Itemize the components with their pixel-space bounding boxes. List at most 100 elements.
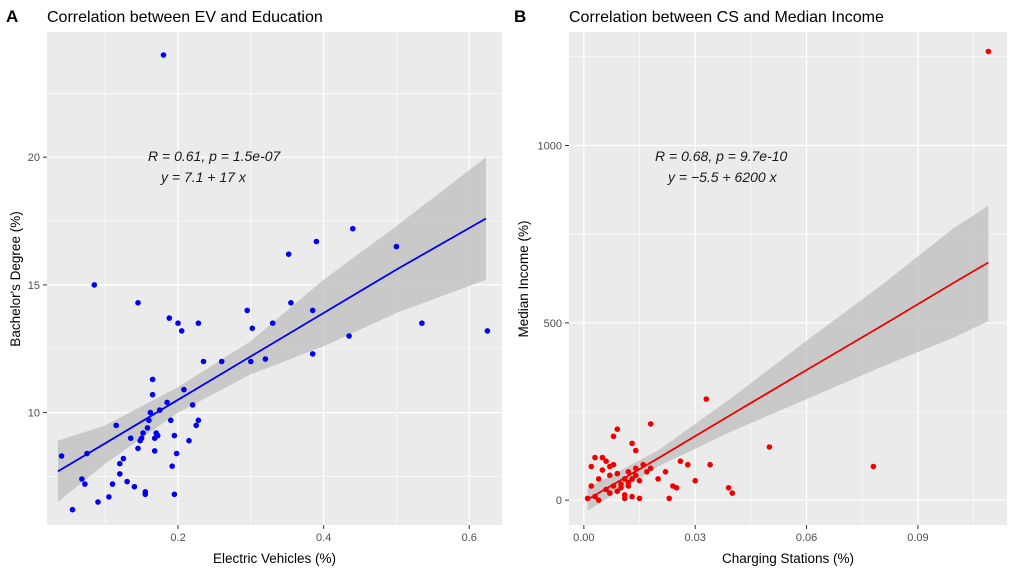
panel-a-data-point	[169, 463, 175, 470]
panel-b-data-point	[599, 467, 606, 473]
panel-a-y-axis-title: Bachelor's Degree (%)	[8, 211, 23, 346]
panel-a-data-point	[313, 238, 320, 245]
panel-b-data-point	[655, 476, 661, 482]
panel-a-data-point	[109, 481, 116, 487]
panel-b-data-point	[614, 426, 621, 433]
panel-a-data-point	[171, 432, 178, 439]
panel-b-data-point	[707, 461, 713, 468]
panel-b-data-point	[647, 465, 654, 472]
panel-a-data-point	[79, 476, 85, 482]
panel-a-data-point	[142, 491, 149, 498]
panel-b-y-tick-label: 1000	[538, 140, 562, 152]
panel-a-data-point	[189, 402, 196, 408]
panel-b-data-point	[607, 490, 613, 496]
panel-a-data-point	[131, 483, 138, 490]
panel-a-data-point	[157, 407, 163, 413]
panel-a-data-point	[135, 300, 141, 306]
panel-a-data-point	[144, 425, 151, 431]
panel-a-data-point	[285, 251, 292, 257]
panel-b-data-point	[870, 463, 877, 470]
panel-b-data-point	[614, 470, 621, 477]
panel-b-x-axis-title: Charging Stations (%)	[722, 551, 854, 566]
panel-b-data-point	[592, 454, 598, 461]
panel-b-data-point	[985, 48, 992, 55]
panel-a-data-point	[393, 243, 400, 250]
panel-b-data-point	[640, 461, 646, 468]
panel-b-data-point	[621, 476, 628, 482]
panel-a-data-point	[147, 409, 154, 416]
panel-a-data-point	[200, 358, 207, 365]
panel-b-x-tick-label: 0.03	[684, 532, 705, 544]
panel-b-data-point	[729, 490, 736, 496]
panel-b-data-point	[629, 476, 635, 482]
panel-b-data-point	[614, 488, 621, 495]
panel-b-data-point	[662, 469, 669, 475]
panel-a-data-point	[193, 422, 199, 429]
panel-a-confidence-band-area	[57, 157, 487, 502]
panel-b-data-point	[636, 495, 643, 502]
panel-a-data-point	[58, 453, 65, 459]
panel-a-tag: A	[6, 7, 18, 26]
panel-a-data-point	[309, 307, 316, 314]
panel-b-data-point	[633, 472, 639, 479]
panel-b-data-point	[610, 483, 617, 489]
panel-b-data-point	[725, 485, 732, 491]
panel-a-data-point	[181, 386, 187, 393]
panel-a-data-point	[140, 430, 146, 436]
panel-b-data-point	[588, 463, 595, 470]
panel-b-y-ticks: 0 500 1000	[538, 140, 569, 507]
panel-b-data-point	[703, 396, 710, 402]
panel-b-y-tick-label: 0	[556, 495, 562, 507]
panel-a-y-tick-label: 10	[28, 408, 40, 420]
panel-b-data-point	[625, 483, 632, 489]
panel-a-points	[58, 52, 491, 513]
panel-b-data-point	[610, 433, 617, 440]
panel-b-data-point	[644, 469, 650, 475]
panel-a-data-point	[160, 52, 167, 58]
panel-a-data-point	[248, 358, 254, 365]
panel-b-data-point	[599, 454, 606, 461]
panel-b: B Correlation between CS and Median Inco…	[514, 7, 1007, 566]
panel-a-data-point	[69, 506, 76, 513]
panel-a-data-point	[106, 494, 112, 500]
panel-b-data-point	[621, 495, 628, 502]
panel-a-data-point	[120, 455, 127, 462]
panel-b-data-point	[636, 477, 643, 484]
panel-b-data-point	[603, 458, 609, 465]
panel-a-data-point	[262, 356, 269, 362]
panel-a-data-point	[149, 376, 156, 383]
panel-b-data-point	[584, 495, 591, 502]
panel-b-confidence-band-area	[587, 205, 989, 511]
panel-b-x-ticks: 0.00 0.03 0.06 0.09	[573, 525, 929, 544]
panel-a-y-tick-label: 15	[28, 280, 40, 292]
panel-a-regression-line	[57, 217, 487, 473]
panel-b-data-point	[618, 485, 624, 491]
panel-b-grid	[569, 32, 1007, 525]
panel-a-x-tick-label: 0.2	[170, 532, 185, 544]
panel-b-data-point	[595, 476, 602, 482]
panel-a-data-point	[84, 450, 90, 457]
panel-b-y-tick-label: 500	[544, 318, 562, 330]
panel-a-data-point	[309, 351, 316, 357]
panel-a-confidence-band	[57, 157, 487, 502]
panel-a-data-point	[146, 417, 152, 424]
panel-b-data-point	[588, 483, 595, 489]
panel-b-title: Correlation between CS and Median Income	[569, 9, 884, 26]
panel-a-data-point	[91, 282, 98, 288]
panel-b-annotation-stats: R = 0.68, p = 9.7e-10	[655, 148, 788, 164]
panel-b-fit-line	[587, 261, 989, 501]
panel-a: A Correlation between EV and Education 0…	[6, 7, 502, 566]
panel-a-data-point	[135, 445, 141, 452]
panel-a-data-point	[269, 320, 276, 327]
panel-a-data-point	[127, 435, 134, 442]
panel-b-data-point	[766, 444, 773, 450]
panel-a-x-tick-label: 0.4	[316, 532, 331, 544]
panel-a-data-point	[149, 391, 156, 398]
panel-b-data-point	[666, 495, 672, 502]
panel-b-data-point	[633, 447, 639, 454]
panel-b-regression-line	[587, 261, 989, 501]
panel-a-data-point	[168, 417, 174, 424]
panel-a-data-point	[82, 481, 88, 487]
panel-a-data-point	[175, 320, 181, 327]
panel-a-data-point	[151, 448, 158, 454]
